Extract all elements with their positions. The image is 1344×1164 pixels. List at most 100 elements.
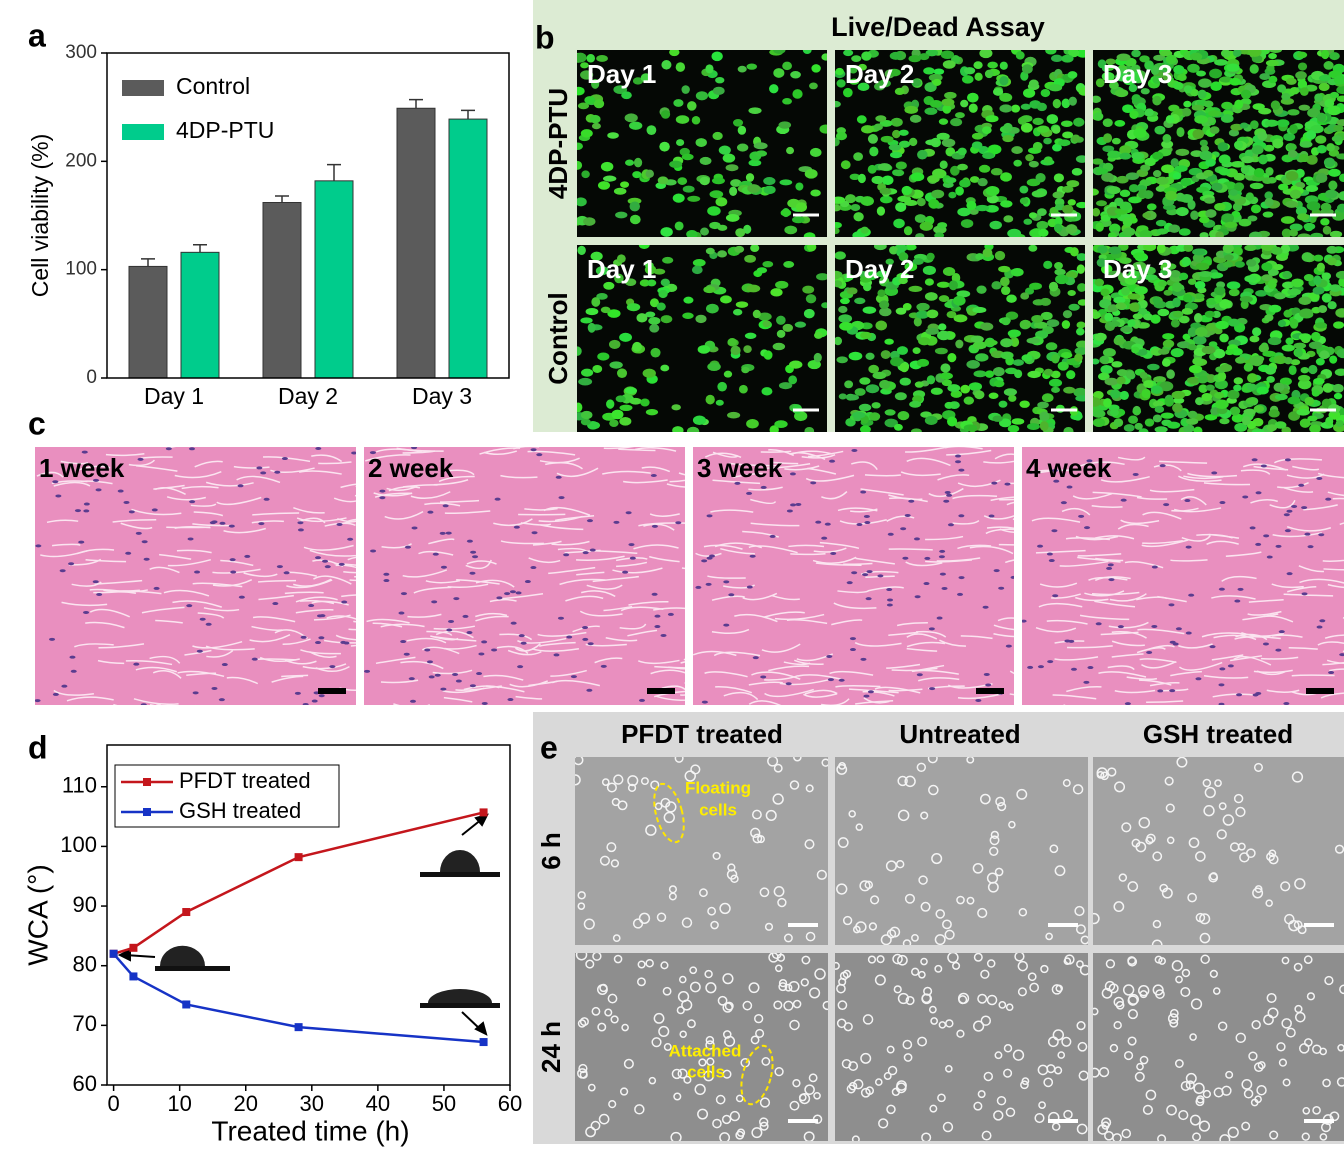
cell xyxy=(658,289,668,299)
nucleus xyxy=(1047,660,1054,664)
cell xyxy=(971,141,983,149)
cell xyxy=(590,1120,601,1131)
fiber xyxy=(855,557,895,565)
fiber xyxy=(128,459,156,467)
nucleus xyxy=(1185,631,1192,635)
nucleus xyxy=(1251,458,1258,462)
fiber xyxy=(835,684,881,688)
fiber xyxy=(1160,688,1189,692)
fiber xyxy=(133,698,179,705)
nucleus xyxy=(442,504,449,508)
annotation-ring xyxy=(740,1044,774,1106)
cell xyxy=(948,280,958,291)
fiber xyxy=(167,558,211,567)
cell xyxy=(803,308,815,319)
fiber xyxy=(1327,583,1344,589)
cell xyxy=(644,262,654,269)
cell xyxy=(1241,155,1254,164)
fiber xyxy=(1079,614,1130,621)
cell xyxy=(1305,185,1319,192)
nucleus xyxy=(1022,619,1027,623)
nucleus xyxy=(582,637,589,641)
cell xyxy=(1194,280,1206,290)
nucleus xyxy=(938,555,945,559)
cell xyxy=(1245,192,1254,201)
cell xyxy=(1264,365,1276,375)
fiber xyxy=(172,600,223,608)
nucleus xyxy=(434,673,441,677)
cell xyxy=(645,408,659,416)
cell xyxy=(1195,397,1204,406)
cell xyxy=(804,1084,815,1095)
fiber xyxy=(703,544,743,550)
cell xyxy=(1005,311,1019,320)
cell xyxy=(1008,820,1016,829)
nucleus xyxy=(660,633,667,637)
cell xyxy=(931,853,943,865)
fiber xyxy=(1111,631,1147,639)
cell xyxy=(980,969,990,979)
cell xyxy=(1012,359,1024,366)
cell xyxy=(1322,1078,1331,1088)
cell xyxy=(835,280,843,288)
cell xyxy=(875,320,888,331)
cell xyxy=(1116,369,1128,377)
cell xyxy=(596,984,608,995)
cell xyxy=(1329,284,1342,292)
fiber xyxy=(576,571,605,576)
cell xyxy=(981,1130,992,1141)
cell xyxy=(813,1091,821,1100)
cell xyxy=(1144,157,1156,167)
fiber xyxy=(797,674,844,681)
cell xyxy=(1167,1013,1179,1024)
cell xyxy=(835,131,848,141)
cell xyxy=(786,146,795,155)
cell xyxy=(966,757,975,764)
fiber xyxy=(734,613,778,623)
cell xyxy=(1116,53,1131,62)
nucleus xyxy=(553,653,560,657)
cell xyxy=(1000,351,1014,360)
cell xyxy=(848,810,856,818)
fiber xyxy=(742,592,778,601)
cell xyxy=(835,137,840,147)
cell xyxy=(1131,50,1141,58)
cell xyxy=(851,1135,860,1141)
fiber xyxy=(713,651,761,657)
fiber xyxy=(653,607,685,611)
cell xyxy=(859,880,871,892)
fiber xyxy=(1006,501,1014,506)
nucleus xyxy=(428,675,435,679)
nucleus xyxy=(1275,544,1282,548)
nucleus xyxy=(297,528,304,532)
cell xyxy=(1273,355,1288,365)
nucleus xyxy=(476,672,483,676)
cell xyxy=(756,267,768,274)
tile-bg xyxy=(835,50,1085,237)
fiber xyxy=(666,483,685,488)
cell xyxy=(1245,397,1258,405)
cell xyxy=(637,977,646,987)
cell xyxy=(1212,987,1221,995)
nucleus xyxy=(613,520,620,524)
nucleus xyxy=(1284,458,1291,462)
nucleus xyxy=(695,585,702,589)
cell xyxy=(871,402,881,409)
cell xyxy=(611,409,624,420)
cell xyxy=(918,53,930,61)
cell xyxy=(1238,218,1252,227)
cell xyxy=(1218,154,1231,165)
fiber xyxy=(1274,458,1323,464)
cell xyxy=(935,909,946,919)
image-tile xyxy=(1093,757,1344,945)
tile-bg xyxy=(1093,757,1344,945)
fiber xyxy=(311,600,349,606)
cell xyxy=(629,201,640,212)
cell xyxy=(918,970,926,979)
cell xyxy=(793,757,802,762)
cell xyxy=(1152,75,1161,84)
nucleus xyxy=(769,534,776,538)
cell xyxy=(1116,175,1129,184)
cell xyxy=(783,1000,794,1011)
cell xyxy=(1111,361,1123,368)
